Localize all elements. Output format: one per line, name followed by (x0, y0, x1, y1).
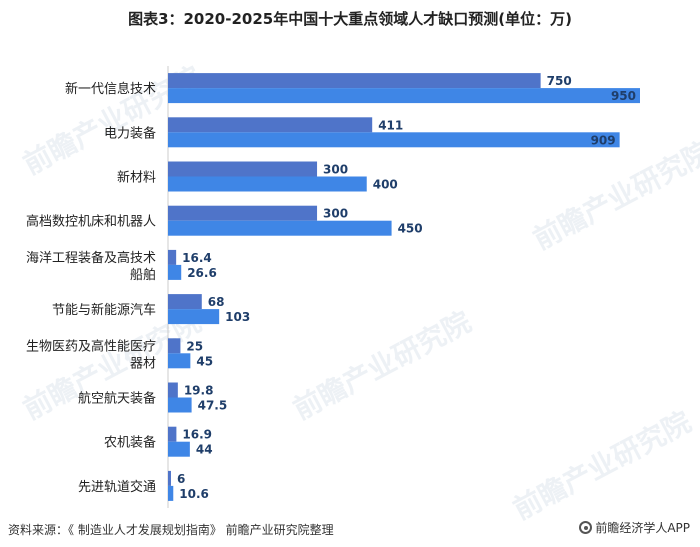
brand-name: 前瞻经济学人APP (595, 521, 690, 535)
watermark-text: 前瞻产业研究院 (288, 305, 477, 426)
source-note: 资料来源：《 制造业人才发展规划指南》 前瞻产业研究院整理 (8, 523, 334, 537)
bar (168, 117, 373, 133)
bar (168, 397, 192, 413)
watermark-text: 前瞻产业研究院 (508, 405, 697, 526)
bar (168, 441, 190, 457)
data-label: 68 (208, 295, 225, 309)
data-label: 10.6 (179, 487, 209, 501)
bar (168, 205, 318, 221)
bar (168, 309, 220, 325)
bar (168, 176, 367, 192)
data-label: 450 (398, 222, 423, 236)
bars-layer (168, 73, 640, 501)
data-label: 45 (196, 354, 213, 368)
bar (168, 73, 541, 89)
bar (168, 338, 181, 354)
bar (168, 132, 620, 148)
bar (168, 294, 202, 310)
category-label: 高档数控机床和机器人 (26, 214, 156, 230)
data-label: 411 (378, 118, 403, 132)
data-label: 400 (373, 178, 398, 192)
bar (168, 161, 318, 177)
watermark-text: 前瞻产业研究院 (528, 135, 700, 256)
data-label: 950 (611, 89, 636, 103)
category-label: 新一代信息技术 (65, 81, 156, 97)
data-label: 300 (323, 163, 348, 177)
data-label: 47.5 (198, 399, 228, 413)
category-label: 海洋工程装备及高技术船舶 (26, 250, 156, 283)
brand-credit: 前瞻经济学人APP (579, 519, 690, 536)
bar (168, 220, 392, 236)
bar (168, 382, 178, 398)
category-label: 生物医药及高性能医疗器材 (26, 338, 156, 371)
bar (168, 470, 171, 486)
category-label: 节能与新能源汽车 (52, 302, 156, 318)
data-label: 16.9 (182, 428, 212, 442)
chart-title: 图表3：2020-2025年中国十大重点领域人才缺口预测(单位：万) (128, 10, 572, 28)
bar (168, 88, 640, 104)
bar (168, 264, 182, 280)
data-label: 16.4 (182, 251, 212, 265)
data-label: 25 (186, 339, 203, 353)
data-label: 300 (323, 207, 348, 221)
data-label: 750 (547, 74, 572, 88)
labels-layer: 新一代信息技术 750 950 电力装备 411 909 新材料 300 400 高档数控机床和机… (26, 74, 636, 501)
bar (168, 353, 191, 369)
category-label: 农机装备 (104, 435, 156, 451)
data-label: 26.6 (187, 266, 217, 280)
category-label: 先进轨道交通 (78, 479, 156, 495)
category-label: 航空航天装备 (78, 391, 156, 407)
brand-logo-icon (579, 521, 593, 534)
data-label: 909 (591, 133, 616, 147)
data-label: 44 (196, 443, 213, 457)
data-label: 6 (177, 472, 185, 486)
data-label: 19.8 (184, 384, 214, 398)
bar (168, 485, 174, 501)
category-label: 新材料 (117, 170, 156, 186)
category-label: 电力装备 (104, 125, 156, 141)
bar (168, 249, 177, 265)
bar (168, 426, 177, 442)
data-label: 103 (225, 310, 250, 324)
